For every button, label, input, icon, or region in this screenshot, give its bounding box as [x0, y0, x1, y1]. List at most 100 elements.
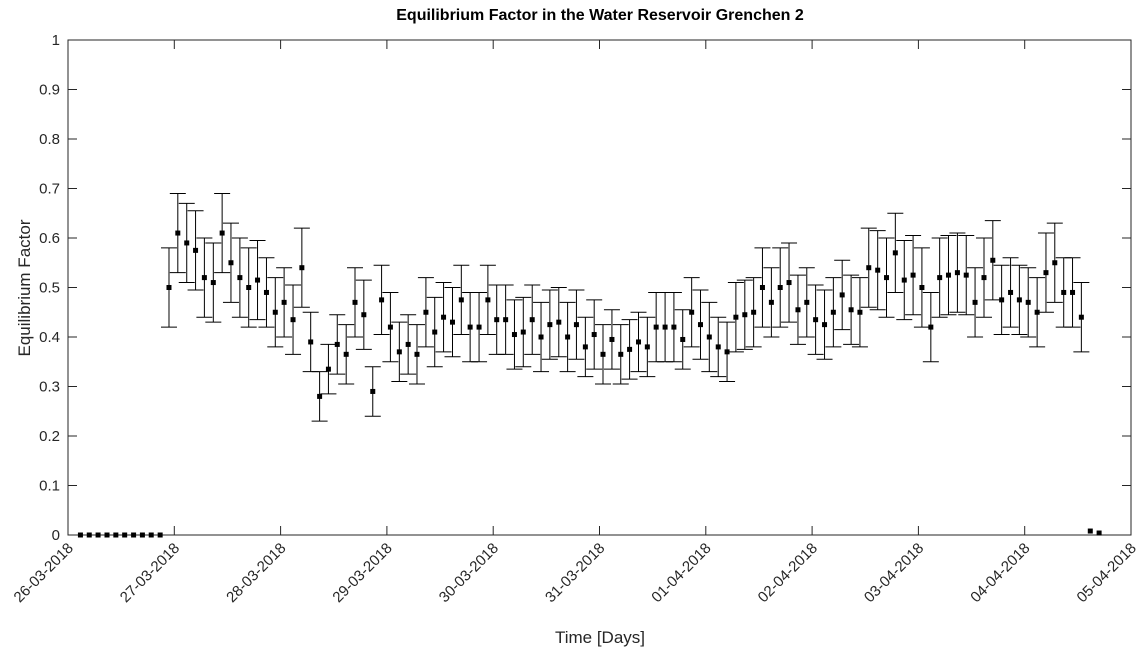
marker: [892, 250, 898, 256]
marker: [432, 329, 438, 335]
marker: [148, 532, 154, 538]
marker: [768, 299, 774, 305]
marker: [104, 532, 110, 538]
marker: [600, 351, 606, 357]
marker: [281, 299, 287, 305]
marker: [1061, 289, 1067, 295]
marker: [77, 532, 83, 538]
y-tick-label: 0.2: [39, 428, 60, 445]
marker: [1016, 297, 1022, 303]
marker: [414, 351, 420, 357]
marker: [875, 267, 881, 273]
y-tick-label: 0: [52, 527, 60, 544]
marker: [928, 324, 934, 330]
marker: [777, 285, 783, 290]
marker: [210, 280, 216, 286]
marker: [573, 322, 579, 328]
marker: [184, 240, 190, 246]
marker: [910, 272, 916, 278]
marker: [361, 312, 367, 318]
marker: [963, 272, 969, 278]
marker: [954, 270, 960, 276]
marker: [884, 275, 890, 281]
marker: [697, 322, 703, 328]
marker: [945, 272, 951, 278]
marker: [556, 319, 562, 325]
y-tick-label: 0.1: [39, 478, 60, 495]
marker: [937, 275, 943, 281]
marker: [166, 285, 172, 290]
marker: [759, 285, 765, 290]
marker: [423, 309, 429, 315]
marker: [520, 329, 526, 335]
marker: [901, 277, 907, 283]
marker: [334, 341, 340, 347]
marker: [981, 275, 987, 281]
marker: [175, 230, 181, 236]
marker: [990, 257, 996, 263]
marker: [1070, 289, 1076, 295]
marker: [467, 324, 473, 330]
marker: [449, 319, 455, 325]
marker: [538, 334, 544, 340]
marker: [157, 532, 163, 538]
marker: [972, 299, 978, 305]
y-tick-label: 0.6: [39, 230, 60, 247]
marker: [1008, 289, 1014, 295]
marker: [751, 309, 757, 315]
marker: [441, 314, 447, 320]
marker: [636, 339, 642, 345]
marker: [201, 275, 207, 281]
marker: [370, 388, 376, 394]
marker: [317, 393, 323, 399]
marker: [131, 532, 137, 538]
marker: [343, 351, 349, 357]
marker: [255, 277, 261, 283]
marker: [742, 312, 748, 318]
y-tick-label: 0.8: [39, 131, 60, 148]
marker: [139, 532, 145, 538]
marker: [299, 265, 305, 271]
marker: [662, 324, 668, 330]
marker: [795, 307, 801, 313]
marker: [1034, 309, 1040, 315]
marker: [379, 297, 385, 303]
marker: [724, 349, 730, 355]
marker: [193, 247, 199, 253]
marker: [290, 317, 296, 323]
marker: [866, 265, 872, 271]
marker: [503, 317, 509, 323]
marker: [680, 336, 686, 342]
x-axis-label: Time [Days]: [555, 628, 645, 647]
marker: [113, 532, 119, 538]
marker: [547, 322, 553, 328]
marker: [458, 297, 464, 303]
marker: [325, 366, 331, 372]
marker: [565, 334, 571, 340]
marker: [1096, 530, 1102, 536]
marker: [263, 289, 269, 295]
marker: [387, 324, 393, 330]
marker: [1087, 528, 1093, 534]
marker: [848, 307, 854, 313]
marker: [822, 322, 828, 328]
marker: [228, 260, 234, 266]
marker: [786, 280, 792, 286]
marker: [830, 309, 836, 315]
marker: [733, 314, 739, 320]
marker: [86, 532, 92, 538]
marker: [919, 285, 925, 290]
marker: [839, 292, 845, 298]
marker: [609, 336, 615, 342]
chart-title: Equilibrium Factor in the Water Reservoi…: [396, 7, 804, 24]
marker: [476, 324, 482, 330]
marker: [671, 324, 677, 330]
marker: [219, 230, 225, 236]
marker: [246, 285, 252, 290]
y-tick-label: 0.5: [39, 280, 60, 297]
marker: [618, 351, 624, 357]
marker: [308, 339, 314, 345]
marker: [689, 309, 695, 315]
